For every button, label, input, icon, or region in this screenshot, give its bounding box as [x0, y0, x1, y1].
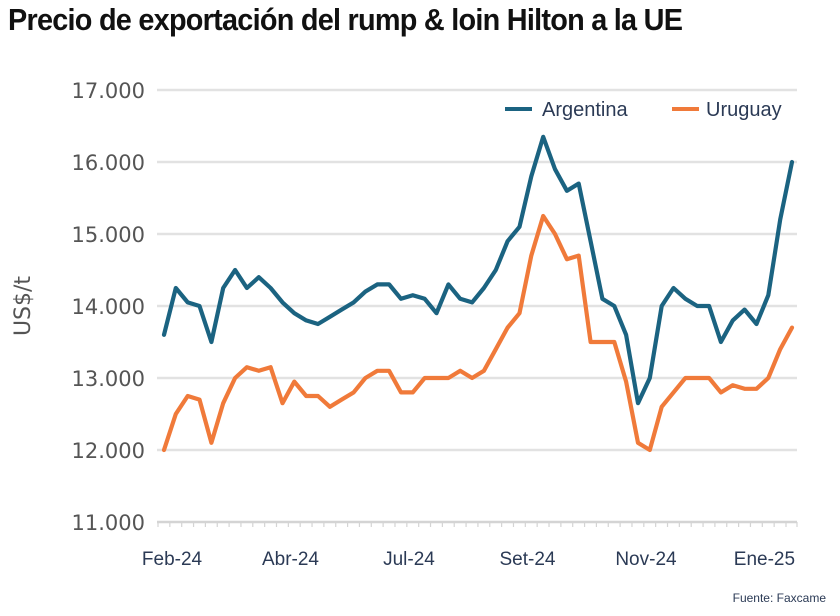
x-tick-label: Jul-24 [383, 549, 435, 570]
y-tick-label: 17.000 [72, 79, 145, 103]
x-tick-label: Set-24 [499, 549, 555, 570]
series-line-uruguay [161, 213, 795, 453]
x-tick-label: Ene-25 [734, 549, 795, 570]
x-tick-label: Nov-24 [615, 549, 677, 570]
source-note: Fuente: Faxcame [733, 591, 827, 605]
y-tick-label: 11.000 [72, 511, 145, 535]
y-tick-label: 14.000 [72, 295, 145, 319]
chart-title: Precio de exportación del rump & loin Hi… [8, 2, 683, 37]
x-tick-label: Abr-24 [262, 549, 319, 570]
x-axis-tick-labels: Feb-24 Abr-24 Jul-24 Set-24 Nov-24 Ene-25 [142, 549, 795, 570]
legend-label-argentina: Argentina [542, 99, 628, 121]
x-axis [157, 520, 798, 527]
y-tick-label: 15.000 [72, 223, 145, 247]
y-tick-label: 13.000 [72, 367, 145, 391]
y-tick-label: 16.000 [72, 151, 145, 175]
legend-label-uruguay: Uruguay [706, 99, 782, 121]
legend: Argentina Uruguay [505, 99, 782, 121]
y-tick-label: 12.000 [72, 439, 145, 463]
series-lines [161, 134, 795, 453]
y-axis-label: US$/t [11, 276, 36, 336]
x-tick-label: Feb-24 [142, 549, 203, 570]
y-axis-tick-labels: 17.000 16.000 15.000 14.000 13.000 12.000 11.0… [72, 79, 145, 535]
series-line-argentina [161, 134, 795, 406]
gridlines [157, 88, 797, 452]
